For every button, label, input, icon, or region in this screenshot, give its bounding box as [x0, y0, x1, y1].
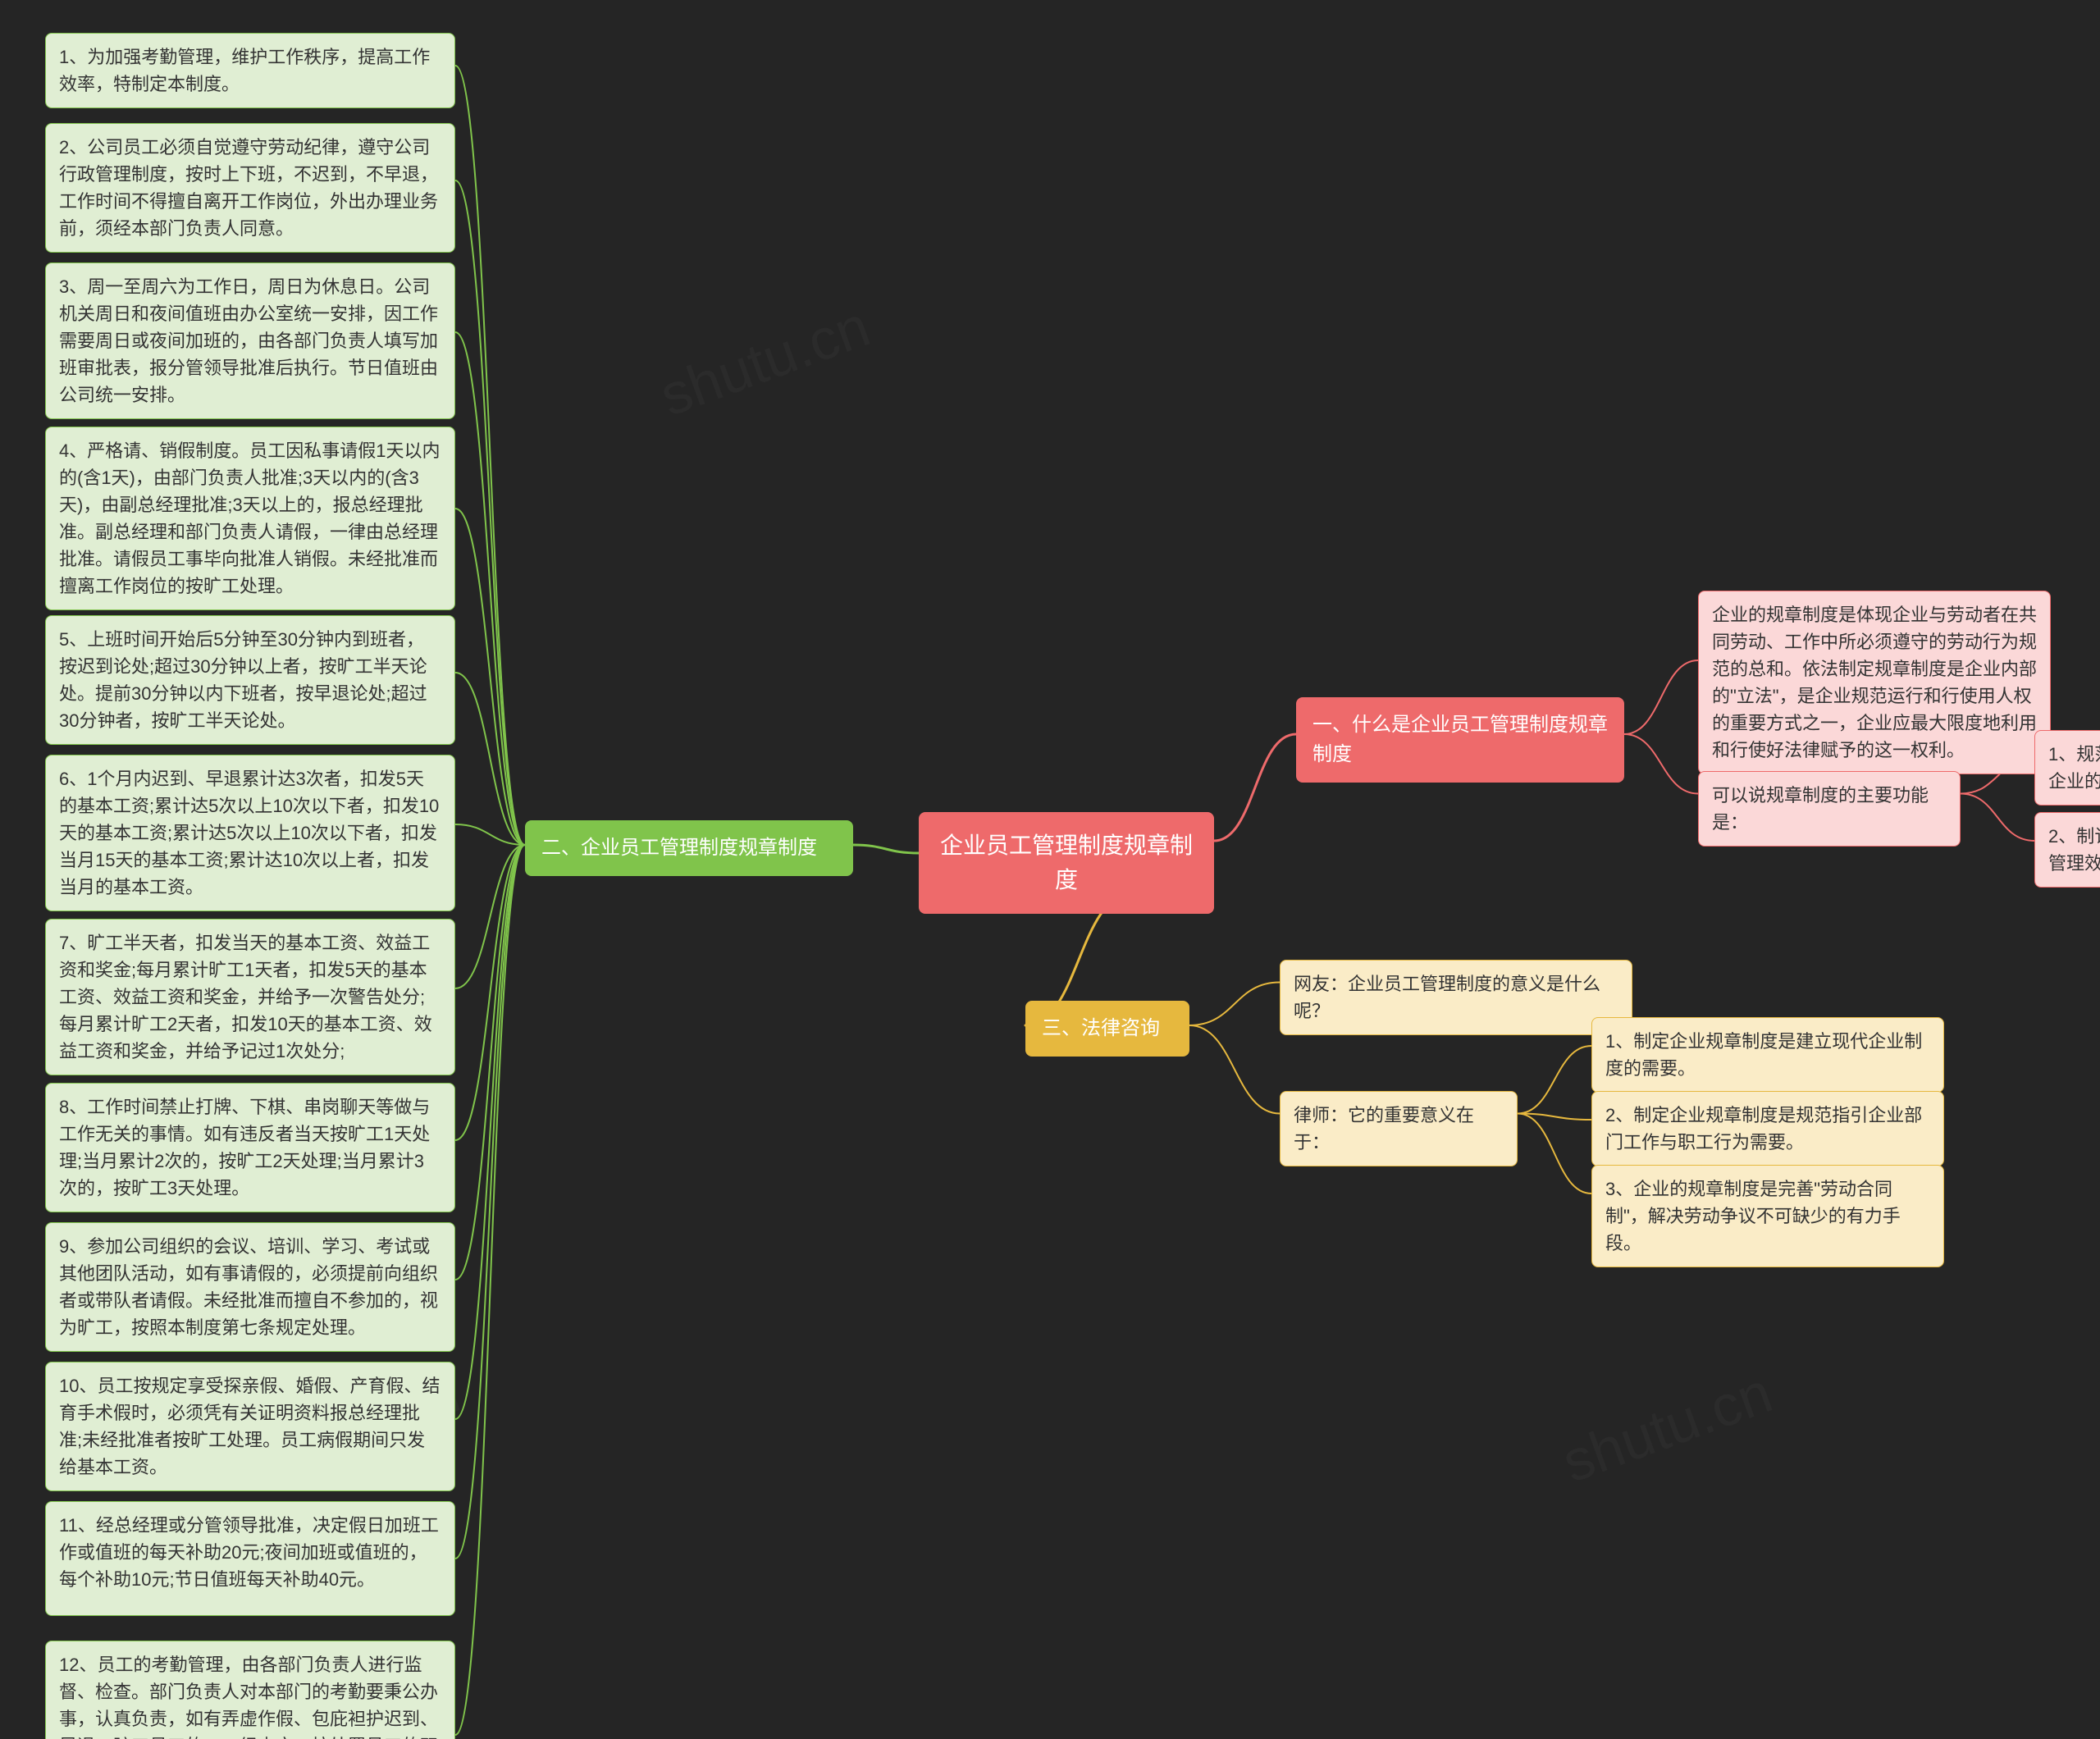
- b2-leaf-4[interactable]: 4、严格请、销假制度。员工因私事请假1天以内的(含1天)，由部门负责人批准;3天…: [45, 427, 455, 610]
- b2-leaf-8[interactable]: 8、工作时间禁止打牌、下棋、串岗聊天等做与工作无关的事情。如有违反者当天按旷工1…: [45, 1083, 455, 1212]
- b2-leaf-10[interactable]: 10、员工按规定享受探亲假、婚假、产育假、结育手术假时，必须凭有关证明资料报总经…: [45, 1362, 455, 1491]
- b2-leaf-3[interactable]: 3、周一至周六为工作日，周日为休息日。公司机关周日和夜间值班由办公室统一安排，因…: [45, 262, 455, 419]
- branch-2[interactable]: 二、企业员工管理制度规章制度: [525, 820, 853, 876]
- b3-leaf-2-1[interactable]: 1、制定企业规章制度是建立现代企业制度的需要。: [1591, 1017, 1944, 1093]
- b2-leaf-1[interactable]: 1、为加强考勤管理，维护工作秩序，提高工作效率，特制定本制度。: [45, 33, 455, 108]
- b2-leaf-12[interactable]: 12、员工的考勤管理，由各部门负责人进行监督、检查。部门负责人对本部门的考勤要秉…: [45, 1641, 455, 1739]
- b3-leaf-2[interactable]: 律师：它的重要意义在于：: [1280, 1091, 1518, 1166]
- b1-leaf-2-2[interactable]: 2、制订规则，能使员工行为合矩，提高管理效率。: [2034, 812, 2100, 888]
- b1-leaf-1[interactable]: 企业的规章制度是体现企业与劳动者在共同劳动、工作中所必须遵守的劳动行为规范的总和…: [1698, 591, 2051, 774]
- b2-leaf-6[interactable]: 6、1个月内迟到、早退累计达3次者，扣发5天的基本工资;累计达5次以上10次以下…: [45, 755, 455, 911]
- b2-leaf-2[interactable]: 2、公司员工必须自觉遵守劳动纪律，遵守公司行政管理制度，按时上下班，不迟到，不早…: [45, 123, 455, 253]
- b2-leaf-11[interactable]: 11、经总经理或分管领导批准，决定假日加班工作或值班的每天补助20元;夜间加班或…: [45, 1501, 455, 1616]
- b1-leaf-2-1[interactable]: 1、规范管理，能使企业经营有序，增强企业的竞争实力。: [2034, 730, 2100, 806]
- branch-3[interactable]: 三、法律咨询: [1025, 1001, 1189, 1057]
- b2-leaf-9[interactable]: 9、参加公司组织的会议、培训、学习、考试或其他团队活动，如有事请假的，必须提前向…: [45, 1222, 455, 1352]
- branch-1[interactable]: 一、什么是企业员工管理制度规章制度: [1296, 697, 1624, 783]
- b3-leaf-2-3[interactable]: 3、企业的规章制度是完善"劳动合同制"，解决劳动争议不可缺少的有力手段。: [1591, 1165, 1944, 1267]
- b1-leaf-2[interactable]: 可以说规章制度的主要功能是：: [1698, 771, 1961, 847]
- watermark: shutu.cn: [1554, 1359, 1780, 1495]
- root-node[interactable]: 企业员工管理制度规章制度: [919, 812, 1214, 914]
- b3-leaf-2-2[interactable]: 2、制定企业规章制度是规范指引企业部门工作与职工行为需要。: [1591, 1091, 1944, 1166]
- b3-leaf-1[interactable]: 网友：企业员工管理制度的意义是什么呢？: [1280, 960, 1632, 1035]
- watermark: shutu.cn: [651, 293, 878, 429]
- b2-leaf-5[interactable]: 5、上班时间开始后5分钟至30分钟内到班者，按迟到论处;超过30分钟以上者，按旷…: [45, 615, 455, 745]
- b2-leaf-7[interactable]: 7、旷工半天者，扣发当天的基本工资、效益工资和奖金;每月累计旷工1天者，扣发5天…: [45, 919, 455, 1075]
